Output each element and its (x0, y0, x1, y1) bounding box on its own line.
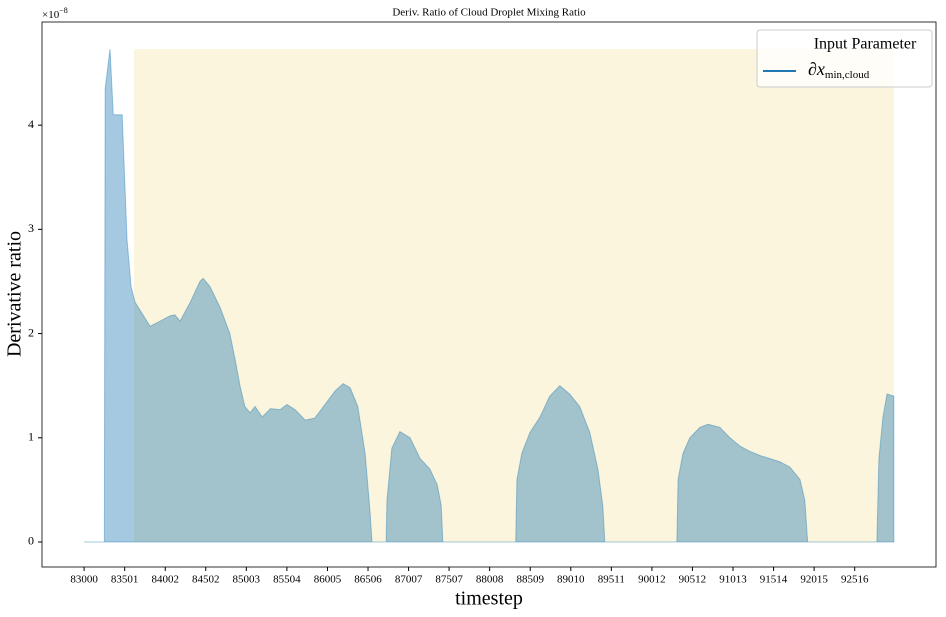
x-tick-label: 90512 (679, 574, 707, 586)
legend-title: Input Parameter (814, 36, 917, 53)
legend-label: ∂xmin,cloud (808, 59, 870, 80)
y-tick-label: 1 (28, 430, 34, 444)
legend: Input Parameter ∂xmin,cloud (756, 29, 933, 88)
x-tick-label: 88509 (516, 574, 544, 586)
x-tick-label: 86005 (314, 574, 342, 586)
x-tick-label: 87007 (395, 574, 423, 586)
x-tick-label: 89511 (598, 574, 625, 586)
y-tick-label: 0 (28, 534, 34, 548)
y-axis-label: Derivative ratio (4, 231, 26, 357)
offset-base: ×10 (42, 9, 60, 21)
x-tick-label: 88008 (476, 574, 504, 586)
x-tick-label: 84002 (151, 574, 179, 586)
y-tick-label: 2 (28, 325, 34, 339)
legend-label-sub: min,cloud (825, 69, 870, 81)
x-tick-label: 91013 (719, 574, 747, 586)
x-tick-label: 85504 (273, 574, 301, 586)
x-tick-label: 87507 (435, 574, 463, 586)
y-offset-text: ×10−8 (42, 6, 68, 21)
x-tick-label: 92516 (841, 574, 869, 586)
chart-title: Deriv. Ratio of Cloud Droplet Mixing Rat… (392, 7, 586, 19)
x-tick-label: 83000 (70, 574, 98, 586)
x-tick-label: 84502 (192, 574, 220, 586)
y-tick-label: 4 (28, 117, 34, 131)
x-tick-label: 83501 (111, 574, 139, 586)
x-tick-label: 89010 (557, 574, 585, 586)
highlight-region (134, 49, 894, 542)
x-tick-label: 92015 (800, 574, 828, 586)
axes-frame (41, 21, 937, 568)
x-axis-label: timestep (455, 588, 523, 610)
x-tick-label: 85003 (233, 574, 261, 586)
x-tick-label: 91514 (760, 574, 788, 586)
y-tick-label: 3 (28, 221, 34, 235)
x-tick-label: 90012 (638, 574, 666, 586)
legend-label-base: ∂x (808, 59, 825, 79)
x-tick-label: 86506 (354, 574, 382, 586)
offset-exponent: −8 (59, 6, 68, 15)
area (84, 49, 895, 543)
legend-box (756, 29, 933, 88)
